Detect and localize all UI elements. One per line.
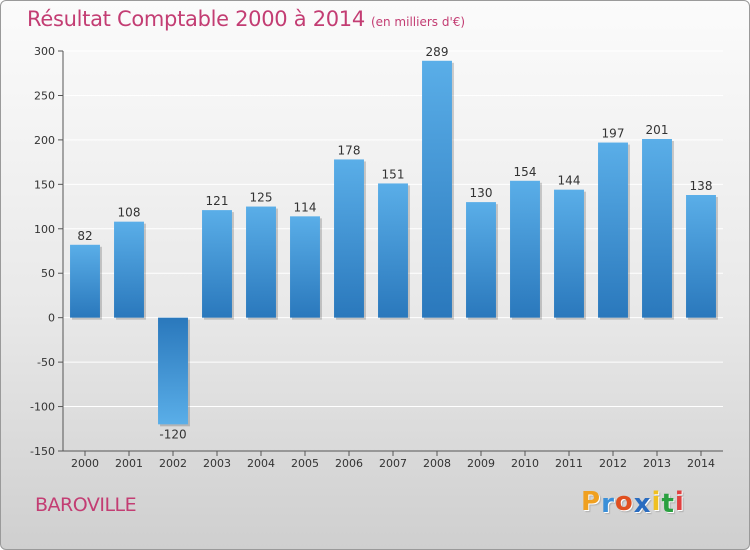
x-tick-label-2006: 2006 [335,457,363,470]
bar-value-label-2012: 197 [602,127,625,141]
bar-value-label-2014: 138 [690,179,713,193]
bar-2008 [422,60,452,318]
y-tick-label--50: -50 [37,356,55,369]
logo-letter: i [651,487,662,517]
x-tick-label-2002: 2002 [159,457,187,470]
bar-2007 [378,183,408,318]
x-tick-label-2000: 2000 [71,457,99,470]
bar-2014 [686,195,716,318]
x-tick-label-2001: 2001 [115,457,143,470]
logo-letter: r [601,489,615,519]
x-tick-label-2012: 2012 [599,457,627,470]
proxiti-logo: Proxiti [581,487,685,519]
location-name: BAROVILLE [35,494,137,516]
bar-2000 [70,244,100,318]
bar-value-label-2001: 108 [118,206,141,220]
y-tick-label-100: 100 [34,223,55,236]
bar-2006 [334,159,364,318]
bar-2004 [246,206,276,318]
x-tick-label-2004: 2004 [247,457,275,470]
bar-value-label-2003: 121 [206,194,229,208]
x-tick-label-2014: 2014 [687,457,715,470]
bar-2003 [202,210,232,318]
y-tick-label-200: 200 [34,134,55,147]
bar-value-label-2002: -120 [159,427,186,441]
logo-letter: o [614,487,634,517]
bar-2013 [642,139,672,318]
chart-title: Résultat Comptable 2000 à 2014 (en millie… [27,7,465,31]
y-tick-label-150: 150 [34,178,55,191]
logo-letter: P [581,487,602,517]
bar-2011 [554,189,584,318]
logo-letter: i [674,487,685,517]
y-tick-label--150: -150 [30,445,55,458]
x-tick-label-2007: 2007 [379,457,407,470]
bar-value-label-2000: 82 [77,229,92,243]
logo-letter: t [661,489,675,519]
bar-2002 [158,317,188,425]
bar-2010 [510,180,540,318]
y-tick-label-0: 0 [48,312,55,325]
bar-2012 [598,142,628,318]
bar-value-label-2009: 130 [470,186,493,200]
bar-value-label-2004: 125 [250,191,273,205]
bar-value-label-2008: 289 [426,45,449,59]
title-text: Résultat Comptable 2000 à 2014 [27,7,365,31]
y-tick-label-50: 50 [41,267,55,280]
bar-value-label-2011: 144 [558,174,581,188]
bar-value-label-2005: 114 [294,200,317,214]
x-tick-label-2011: 2011 [555,457,583,470]
logo-letter: x [633,489,652,519]
x-tick-label-2013: 2013 [643,457,671,470]
x-tick-label-2010: 2010 [511,457,539,470]
bar-2005 [290,216,320,318]
x-tick-label-2009: 2009 [467,457,495,470]
y-tick-label-300: 300 [34,45,55,58]
y-tick-label-250: 250 [34,89,55,102]
bar-value-label-2006: 178 [338,143,361,157]
x-tick-label-2003: 2003 [203,457,231,470]
bar-value-label-2010: 154 [514,165,537,179]
chart-subtitle: (en milliers d'€) [370,15,466,29]
bar-2009 [466,202,496,318]
bar-value-label-2013: 201 [646,123,669,137]
bar-value-label-2007: 151 [382,167,405,181]
x-tick-label-2005: 2005 [291,457,319,470]
bar-2001 [114,221,144,318]
y-tick-label--100: -100 [30,401,55,414]
x-tick-label-2008: 2008 [423,457,451,470]
